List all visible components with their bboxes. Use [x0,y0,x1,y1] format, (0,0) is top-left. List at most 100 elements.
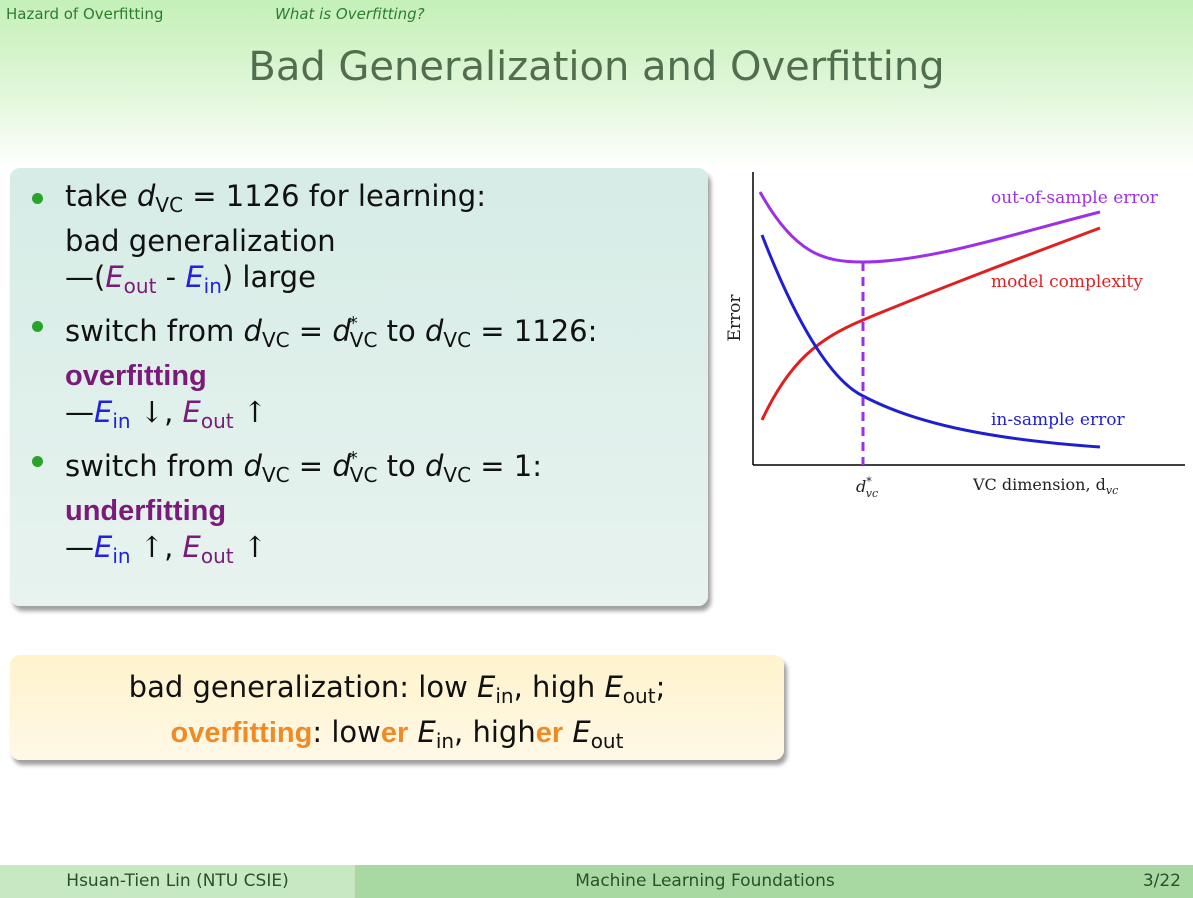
sup-star: * [348,448,358,469]
text-eq-1126: = 1126 for learning: [183,179,486,213]
bullet-dot-icon [32,321,43,332]
var-d: d [136,179,156,213]
text-to: to [377,449,425,483]
nav-section[interactable]: Hazard of Overfitting [6,5,164,23]
bullet-dot-icon [32,193,43,204]
curve-out-of-sample-error [758,191,1101,264]
x-axis-label: VC dimension, dvc [972,475,1118,497]
sub-in: in [495,684,514,708]
sup-star: * [348,313,358,334]
arrow-up-icon: ↑ [233,395,268,429]
text-eq-1126: = 1126: [471,314,598,348]
var-d: d [424,449,444,483]
x-axis-label-text: VC dimension, d [972,475,1106,494]
sub-vc: VC [349,328,378,352]
sub-vc: VC [155,193,184,217]
sub-out: out [622,684,656,708]
term-overfitting: overfitting [65,360,207,392]
var-d: d [243,314,262,348]
footer-author: Hsuan-Tien Lin (NTU CSIE) [0,865,355,898]
text-comma: , [164,395,183,429]
bullet-1-line-3: —(Eout - Ein) large [65,259,597,304]
nav-subsection[interactable]: What is Overfitting? [275,5,425,23]
text-minus: - [156,260,186,294]
text-low: : low [312,715,381,749]
bullet-1-line-2: bad generalization [65,224,336,258]
slide-footer: Hsuan-Tien Lin (NTU CSIE) Machine Learni… [0,865,1193,898]
label-out-of-sample-error: out-of-sample error [991,188,1159,208]
var-e-in: E [94,530,113,564]
term-overfitting-summary: overfitting [170,717,313,749]
x-axis-label-sub: vc [1106,484,1118,497]
sub-vc: VC [349,463,378,487]
text-switch: switch from [65,449,244,483]
bullet-2-line-1: switch from dVC = d*VC to dVC = 1126: [65,306,597,358]
curve-in-sample-error [760,234,1101,449]
sub-vc: VC [261,463,290,487]
var-e-in: E [185,260,204,294]
bullet-2-line-3: —Ein ↓, Eout ↑ [65,394,597,439]
var-d-star: d [332,314,351,348]
text-eq: = [289,449,333,483]
var-d-star: d [332,449,351,483]
slide-header: Hazard of Overfitting What is Overfittin… [0,0,1193,170]
text-eq-1: = 1: [471,449,543,483]
bullet-3-line-3: —Ein ↑, Eout ↑ [65,529,597,574]
x-tick-d-star: d* vc [856,475,878,500]
summary-box: bad generalization: low Ein, high Eout; … [10,655,784,760]
suffix-er: er [535,717,564,749]
tick-star: * [866,475,872,488]
var-e-out: E [604,670,623,704]
y-axis-label: Error [725,294,745,342]
text-high: , high [454,715,536,749]
text-dash: —( [65,260,106,294]
var-e-in: E [94,395,113,429]
var-e-out: E [572,715,591,749]
suffix-er: er [380,717,409,749]
var-d: d [424,314,444,348]
sub-out: out [200,544,234,568]
sub-in: in [203,274,222,298]
text-semicolon: ; [655,670,666,704]
arrow-down-icon: ↓ [130,395,165,429]
text-comma: , [164,530,183,564]
sub-out: out [123,274,157,298]
slide-title: Bad Generalization and Overfitting [248,44,945,90]
summary-line-2: overfitting: lower Ein, higher Eout [10,714,784,759]
text-dash: — [65,395,94,429]
text-large: ) large [221,260,316,294]
bullet-1-line-1: take dVC = 1126 for learning: [65,178,597,223]
footer-page-number: 3/22 [1142,871,1181,891]
bullet-list: take dVC = 1126 for learning: bad genera… [32,178,597,576]
var-e-in: E [417,715,436,749]
bullet-1: take dVC = 1126 for learning: bad genera… [32,178,597,304]
text-eq: = [289,314,333,348]
term-underfitting: underfitting [65,495,227,527]
label-in-sample-error: in-sample error [991,410,1125,430]
label-model-complexity: model complexity [991,272,1143,292]
bullet-2: switch from dVC = d*VC to dVC = 1126: ov… [32,306,597,439]
var-e-out: E [105,260,124,294]
bullet-box: take dVC = 1126 for learning: bad genera… [10,168,708,606]
text-switch: switch from [65,314,244,348]
sub-out: out [590,729,624,753]
summary-line-1: bad generalization: low Ein, high Eout; [10,669,784,714]
bullet-3: switch from dVC = d*VC to dVC = 1: under… [32,441,597,574]
arrow-up-icon: ↑ [233,530,268,564]
sub-in: in [112,544,131,568]
tick-vc: vc [866,487,878,500]
var-e-out: E [182,530,201,564]
sub-vc: VC [261,328,290,352]
error-curve-chart: Error out-of-sample error model complexi… [725,172,1185,500]
bullet-3-line-1: switch from dVC = d*VC to dVC = 1: [65,441,597,493]
sub-vc: VC [443,328,472,352]
text-dash: — [65,530,94,564]
arrow-up-icon: ↑ [130,530,165,564]
sub-in: in [435,729,455,753]
sub-in: in [112,409,131,433]
var-e-out: E [182,395,201,429]
text-take: take [65,179,137,213]
text-high: , high [513,670,605,704]
bullet-dot-icon [32,456,43,467]
sub-out: out [200,409,234,433]
